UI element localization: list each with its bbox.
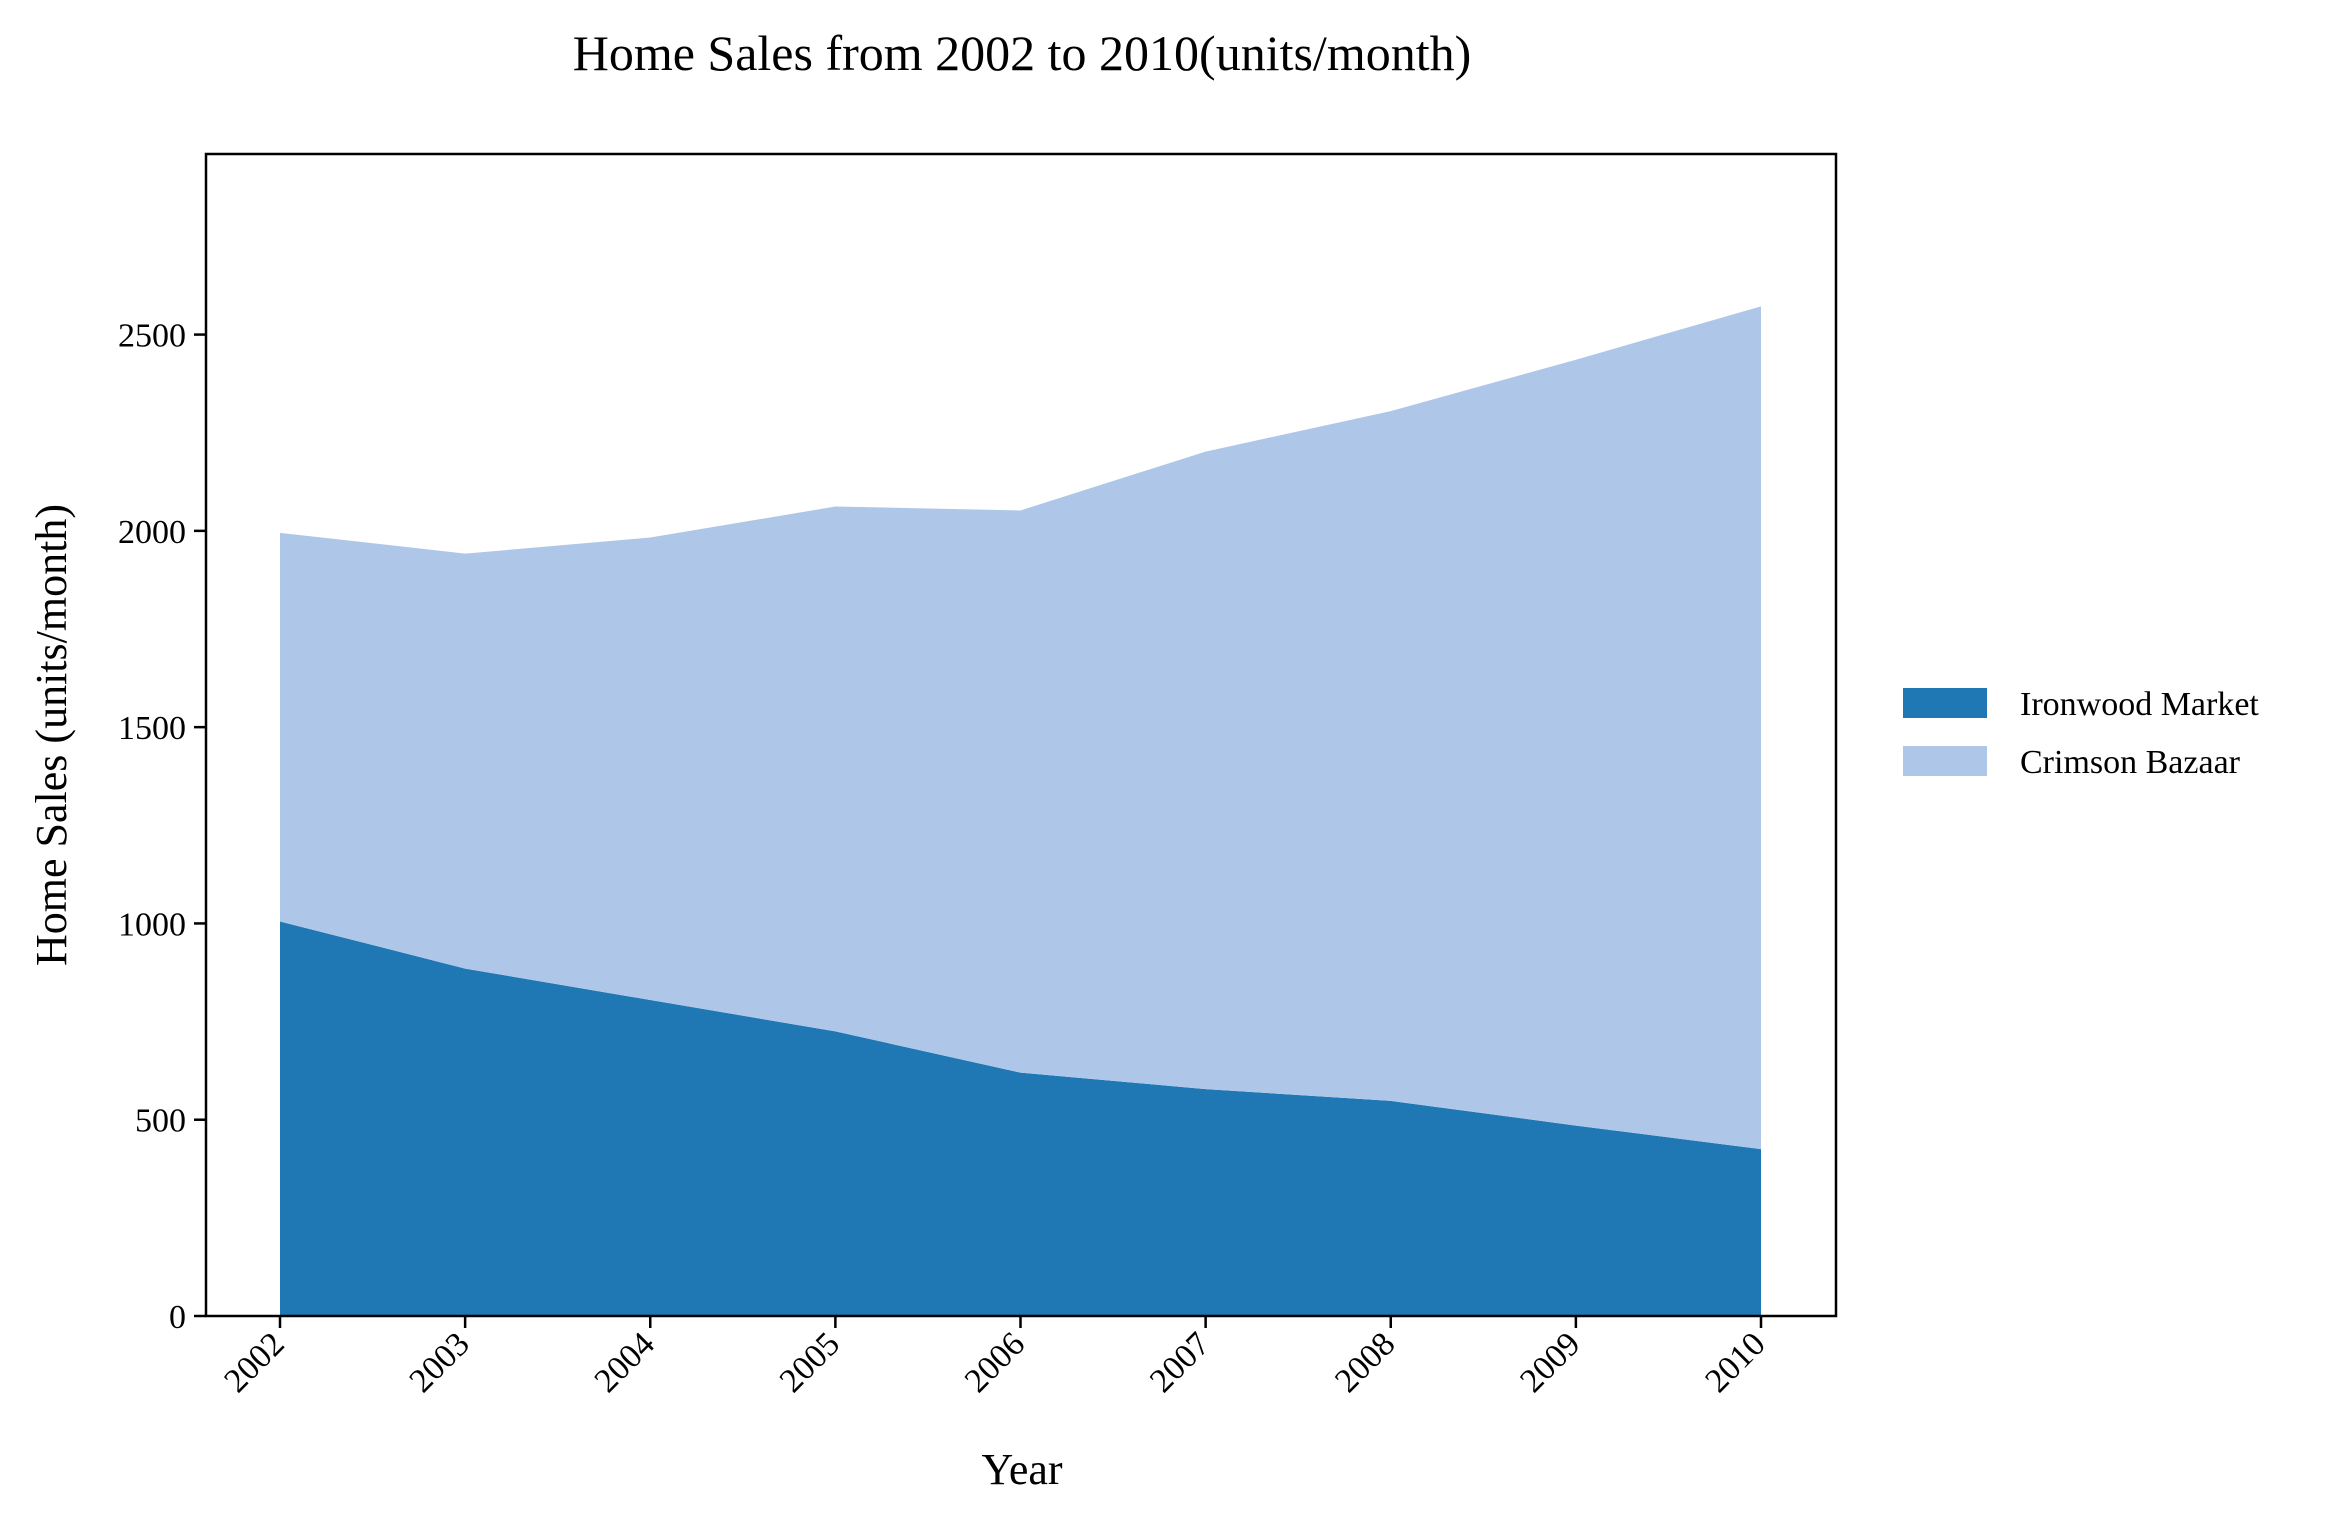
x-tick-label: 2007 <box>1143 1325 1217 1399</box>
y-tick-label: 500 <box>135 1103 186 1140</box>
x-axis: 2002 2003 2004 2005 2006 2007 2008 2009 2010 <box>217 1316 1773 1400</box>
x-tick-label: 2005 <box>773 1325 847 1399</box>
x-axis-label: Year <box>981 1445 1062 1494</box>
x-tick-label: 2009 <box>1513 1325 1587 1399</box>
x-tick-label: 2008 <box>1328 1325 1402 1399</box>
x-tick-label: 2004 <box>588 1325 662 1399</box>
legend: Ironwood Market Crimson Bazaar <box>1903 686 2259 781</box>
x-tick-label: 2002 <box>217 1325 291 1399</box>
x-tick-label: 2006 <box>958 1325 1032 1399</box>
x-tick-label: 2010 <box>1698 1325 1772 1399</box>
y-axis: 0 500 1000 1500 2000 2500 <box>118 318 206 1336</box>
legend-swatch <box>1903 688 1987 718</box>
y-tick-label: 1500 <box>118 710 186 747</box>
area-series-2 <box>280 306 1761 1150</box>
y-tick-label: 1000 <box>118 906 186 943</box>
legend-swatch <box>1903 746 1987 776</box>
area-series-1 <box>280 921 1761 1316</box>
y-tick-label: 0 <box>169 1299 186 1336</box>
y-axis-label: Home Sales (units/month) <box>27 504 76 966</box>
y-tick-label: 2000 <box>118 514 186 551</box>
x-tick-label: 2003 <box>403 1325 477 1399</box>
area-layers <box>280 306 1761 1316</box>
legend-label: Ironwood Market <box>2020 686 2259 723</box>
legend-label: Crimson Bazaar <box>2020 744 2241 781</box>
y-tick-label: 2500 <box>118 318 186 355</box>
chart-title: Home Sales from 2002 to 2010(units/month… <box>573 25 1472 81</box>
